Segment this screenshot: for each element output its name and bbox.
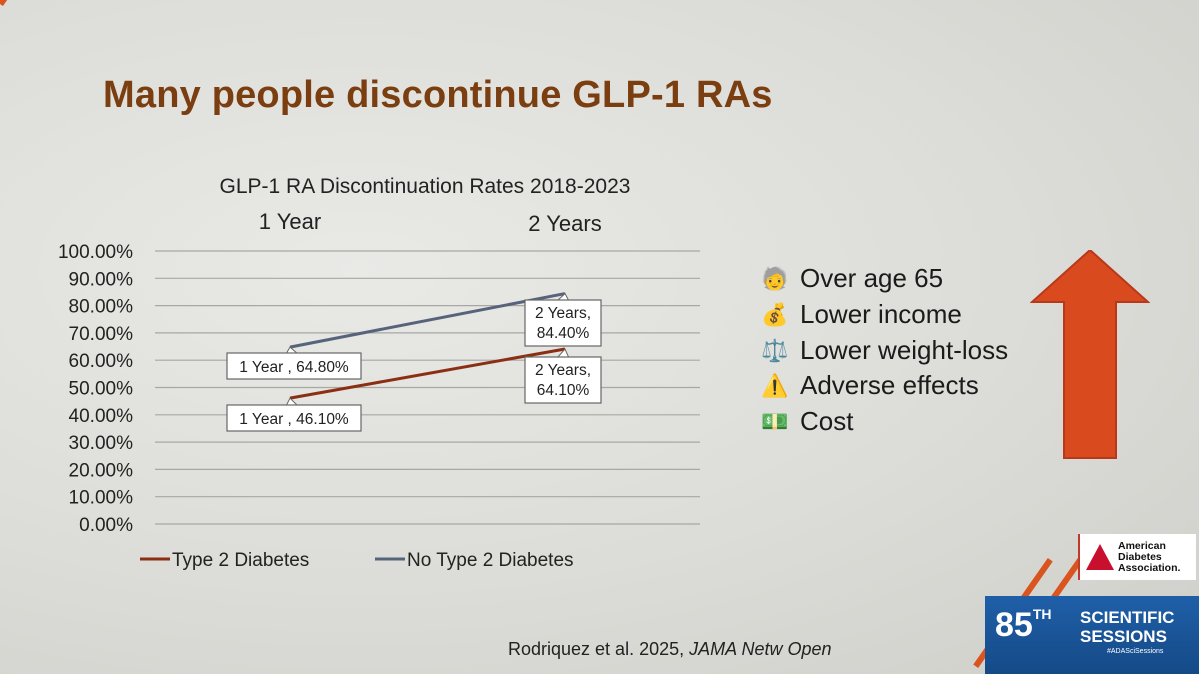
y-tick-label: 90.00% [69, 269, 134, 290]
y-tick-label: 70.00% [69, 324, 134, 345]
session-line2: SESSIONS [1080, 627, 1167, 646]
up-arrow-icon [1030, 250, 1150, 459]
data-label-text: 2 Years, [535, 305, 591, 322]
y-tick-label: 60.00% [69, 351, 134, 372]
y-tick-label: 40.00% [69, 406, 134, 427]
discontinuation-line-chart: GLP-1 RA Discontinuation Rates 2018-2023… [58, 175, 700, 571]
citation-authors: Rodriquez et al. 2025, [508, 639, 690, 659]
ada-name-line3: Association. [1118, 561, 1181, 574]
y-tick-label: 80.00% [69, 297, 134, 318]
data-label-text: 64.10% [537, 382, 590, 399]
data-label: 1 Year , 46.10% [226, 397, 362, 432]
data-label-text: 2 Years, [535, 362, 591, 379]
series-line-type-2-diabetes [289, 347, 566, 400]
y-tick-label: 10.00% [69, 488, 134, 509]
citation-journal: JAMA Netw Open [689, 639, 832, 659]
y-tick-label: 0.00% [79, 515, 133, 536]
series-line-no-type-2-diabetes [289, 292, 566, 349]
data-label: 2 Years, 64.10% [524, 348, 602, 404]
legend-label: Type 2 Diabetes [172, 550, 309, 571]
y-tick-label: 50.00% [69, 379, 134, 400]
money-bag-icon: 💰 [761, 301, 789, 327]
dollar-bill-icon: 💵 [761, 408, 789, 434]
warning-icon: ⚠️ [761, 372, 789, 398]
reason-adverse-effects: ⚠️ Adverse effects [760, 370, 979, 401]
reason-label: Lower weight-loss [800, 335, 1009, 365]
ada-logo: American Diabetes Association. [1078, 534, 1196, 580]
data-label-text: 84.40% [537, 325, 590, 342]
ada-name-line2: Diabetes [1118, 550, 1162, 563]
session-suffix: TH [1032, 606, 1052, 622]
corner-accent-stripe [0, 0, 61, 7]
slide-title: Many people discontinue GLP-1 RAs [103, 74, 773, 116]
data-label-text: 1 Year , 46.10% [239, 411, 349, 428]
older-person-icon: 🧓 [761, 265, 789, 291]
citation: Rodriquez et al. 2025, JAMA Netw Open [508, 639, 832, 660]
reason-lower-income: 💰 Lower income [760, 299, 962, 330]
y-tick-label: 100.00% [58, 242, 133, 263]
category-label: 2 Years [528, 211, 601, 236]
reason-label: Cost [800, 406, 854, 436]
session-hashtag: #ADASciSessions [1107, 648, 1164, 655]
data-label: 1 Year , 64.80% [226, 346, 362, 380]
reason-cost: 💵 Cost [760, 406, 853, 437]
data-label: 2 Years, 84.40% [524, 292, 602, 347]
data-label-text: 1 Year , 64.80% [239, 359, 349, 376]
reason-label: Adverse effects [800, 370, 979, 400]
reason-label: Lower income [800, 299, 962, 329]
scientific-sessions-badge: 85TH SCIENTIFIC SESSIONS #ADASciSessions [985, 596, 1199, 674]
y-tick-label: 20.00% [69, 460, 134, 481]
category-label: 1 Year [259, 209, 321, 234]
reason-lower-weight-loss: ⚖️ Lower weight-loss [760, 335, 1008, 366]
ada-triangle-icon [1086, 544, 1114, 570]
y-tick-label: 30.00% [69, 433, 134, 454]
session-line1: SCIENTIFIC [1080, 608, 1175, 627]
legend-label: No Type 2 Diabetes [407, 550, 574, 571]
reason-label: Over age 65 [800, 263, 944, 293]
session-number: 85 [995, 606, 1033, 644]
balance-scale-icon: ⚖️ [761, 337, 789, 363]
ada-name-line1: American [1118, 539, 1166, 552]
reason-over-age-65: 🧓 Over age 65 [760, 263, 943, 294]
chart-title: GLP-1 RA Discontinuation Rates 2018-2023 [220, 175, 631, 198]
